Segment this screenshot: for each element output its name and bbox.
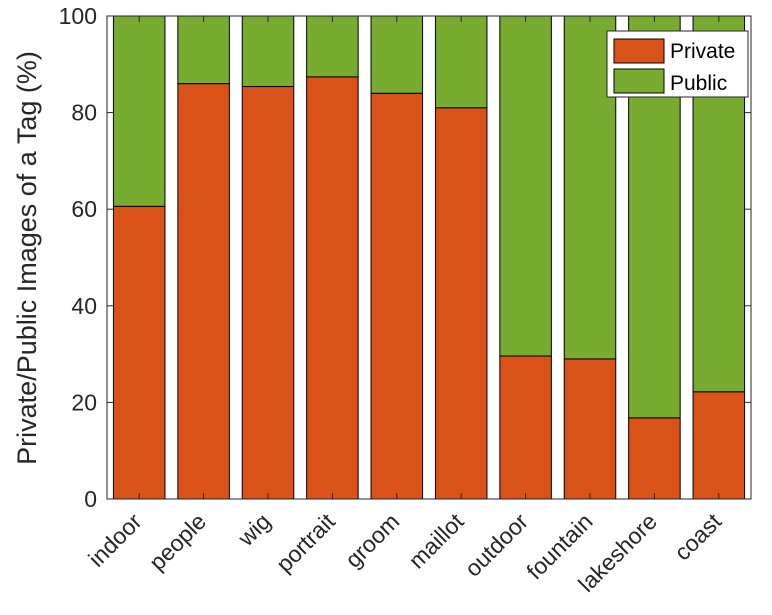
bar-private-groom xyxy=(370,92,424,500)
bar-public-indoor xyxy=(112,15,166,207)
y-tick-label: 40 xyxy=(71,293,97,319)
y-tick-label: 0 xyxy=(84,486,97,512)
y-axis-title: Private/Public Images of a Tag (%) xyxy=(12,51,42,465)
bar-private-indoor xyxy=(112,205,166,500)
y-tick-label: 100 xyxy=(59,3,97,29)
y-tick-label: 80 xyxy=(71,100,97,126)
bar-private-wig xyxy=(241,86,295,500)
bar-private-coast xyxy=(692,391,746,500)
bar-public-people xyxy=(177,15,230,85)
bar-private-people xyxy=(177,83,230,500)
legend-label-private: Private xyxy=(670,40,735,63)
bar-public-maillot xyxy=(434,15,488,109)
bar-public-portrait xyxy=(306,15,359,78)
y-tick-label: 20 xyxy=(71,389,97,415)
bars-layer xyxy=(112,15,746,500)
legend-swatch-private xyxy=(613,38,665,64)
bar-private-outdoor xyxy=(499,355,552,500)
legend-swatch-public xyxy=(613,68,665,94)
bar-private-portrait xyxy=(306,76,359,500)
bar-public-outdoor xyxy=(499,15,552,357)
bar-private-fountain xyxy=(563,358,617,500)
legend: Private Public xyxy=(606,30,749,98)
bar-private-maillot xyxy=(434,107,488,500)
axes-layer xyxy=(106,15,752,500)
legend-label-public: Public xyxy=(670,72,727,95)
bar-private-lakeshore xyxy=(628,417,681,500)
bar-public-groom xyxy=(370,15,424,94)
bar-public-wig xyxy=(241,15,295,88)
plot-area-border xyxy=(106,15,752,500)
y-tick-label: 60 xyxy=(71,196,97,222)
